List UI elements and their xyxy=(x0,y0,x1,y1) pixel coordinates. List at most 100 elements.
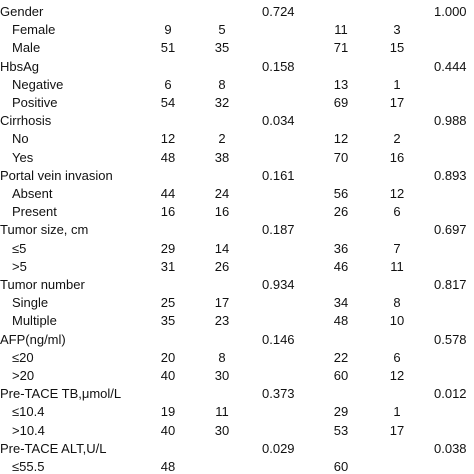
count: 26 xyxy=(333,204,349,220)
group-label: Tumor number xyxy=(0,277,85,292)
count: 40 xyxy=(160,422,176,438)
count: 17 xyxy=(389,422,405,438)
count: 34 xyxy=(333,295,349,311)
row-label: Male xyxy=(12,40,41,56)
p-value: 0.038 xyxy=(434,440,467,456)
count: 22 xyxy=(333,349,349,365)
p-value: 0.578 xyxy=(434,331,467,347)
row-label: >10.4 xyxy=(12,422,45,438)
row-label: Present xyxy=(12,204,57,220)
count: 35 xyxy=(214,40,230,56)
count: 54 xyxy=(160,95,176,110)
count: 6 xyxy=(393,349,401,365)
count: 29 xyxy=(160,240,176,256)
row-label: >5 xyxy=(12,258,27,274)
count: 24 xyxy=(214,186,230,201)
count: 36 xyxy=(333,240,349,256)
count: 16 xyxy=(214,204,230,220)
group-label: Pre-TACE TB,μmol/L xyxy=(0,386,122,402)
count: 20 xyxy=(160,349,176,365)
row-label: No xyxy=(12,131,29,147)
count: 48 xyxy=(160,149,176,165)
group-label: Pre-TACE ALT,U/L xyxy=(0,440,107,456)
group-label: Gender xyxy=(0,4,44,19)
count: 10 xyxy=(389,313,405,329)
count: 5 xyxy=(218,22,226,38)
count: 1 xyxy=(393,76,401,92)
count: 2 xyxy=(218,131,226,147)
count: 40 xyxy=(160,368,176,383)
count: 46 xyxy=(333,258,349,274)
row-label: Positive xyxy=(12,95,58,110)
count: 6 xyxy=(393,204,401,220)
count: 60 xyxy=(333,459,349,474)
row-label: ≤55.5 xyxy=(12,459,45,474)
p-value: 0.029 xyxy=(262,440,295,456)
count: 17 xyxy=(389,95,405,110)
count: 13 xyxy=(333,76,349,92)
count: 6 xyxy=(164,76,172,92)
row-label: ≤5 xyxy=(12,240,27,256)
count: 44 xyxy=(160,186,176,201)
p-value: 0.034 xyxy=(262,113,295,129)
count: 48 xyxy=(160,459,176,474)
count: 7 xyxy=(393,240,401,256)
count: 12 xyxy=(389,368,405,383)
group-label: Cirrhosis xyxy=(0,113,52,129)
count: 9 xyxy=(164,22,172,38)
count: 16 xyxy=(389,149,405,165)
count: 31 xyxy=(160,258,176,274)
count: 15 xyxy=(389,40,405,56)
p-value: 1.000 xyxy=(434,4,467,19)
count: 17 xyxy=(214,295,230,311)
count: 30 xyxy=(214,422,230,438)
row-label: Single xyxy=(12,295,49,311)
row-label: Multiple xyxy=(12,313,57,329)
count: 23 xyxy=(214,313,230,329)
p-value: 0.934 xyxy=(262,277,295,292)
count: 29 xyxy=(333,404,349,420)
count: 56 xyxy=(333,186,349,201)
count: 11 xyxy=(390,258,404,274)
count: 19 xyxy=(160,404,176,420)
count: 35 xyxy=(160,313,176,329)
count: 25 xyxy=(160,295,176,311)
group-label: Tumor size, cm xyxy=(0,222,89,238)
row-label: >20 xyxy=(12,368,35,383)
count: 8 xyxy=(393,295,401,311)
p-value: 0.161 xyxy=(262,167,295,183)
count: 11 xyxy=(334,22,348,38)
p-value: 0.724 xyxy=(262,4,295,19)
count: 69 xyxy=(333,95,349,110)
group-label: Portal vein invasion xyxy=(0,167,113,183)
p-value: 0.012 xyxy=(434,386,467,402)
row-label: Female xyxy=(12,22,56,38)
count: 14 xyxy=(214,240,230,256)
p-value: 0.817 xyxy=(434,277,467,292)
p-value: 0.988 xyxy=(434,113,467,129)
count: 8 xyxy=(218,349,226,365)
count: 16 xyxy=(160,204,176,220)
count: 3 xyxy=(393,22,401,38)
group-label: AFP(ng/ml) xyxy=(0,331,66,347)
row-label: ≤10.4 xyxy=(12,404,45,420)
group-label: HbsAg xyxy=(0,58,40,74)
p-value: 0.373 xyxy=(262,386,295,402)
row-label: Yes xyxy=(12,149,34,165)
p-value: 0.893 xyxy=(434,167,467,183)
row-label: ≤20 xyxy=(12,349,34,365)
p-value: 0.158 xyxy=(262,58,295,74)
p-value: 0.697 xyxy=(434,222,467,238)
count: 70 xyxy=(333,149,349,165)
count: 60 xyxy=(333,368,349,383)
count: 32 xyxy=(214,95,230,110)
row-label: Absent xyxy=(12,186,53,201)
p-value: 0.444 xyxy=(434,58,467,74)
count: 48 xyxy=(333,313,349,329)
count: 8 xyxy=(218,76,226,92)
count: 12 xyxy=(160,131,176,147)
count: 1 xyxy=(393,404,401,420)
count: 71 xyxy=(333,40,349,56)
count: 11 xyxy=(215,404,229,420)
